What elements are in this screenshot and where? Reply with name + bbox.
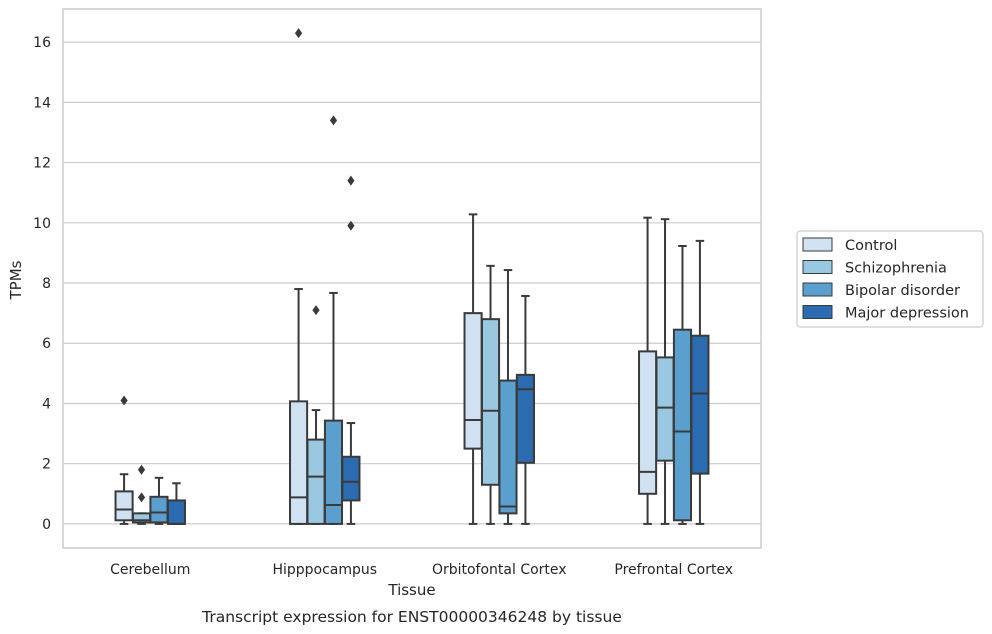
outlier-point <box>294 28 303 39</box>
legend-label: Major depression <box>845 306 969 322</box>
box <box>463 312 483 450</box>
box-bipolar-disorder <box>498 269 518 525</box>
y-tick-label: 14 <box>33 95 51 111</box>
box-major-depression <box>515 294 535 525</box>
box-bipolar-disorder <box>149 476 169 525</box>
outlier-point <box>347 220 355 231</box>
box-schizophrenia <box>480 264 501 525</box>
plot-frame <box>62 8 762 549</box>
legend-swatch <box>802 260 833 274</box>
box-control <box>638 216 658 525</box>
y-tick-label: 10 <box>33 216 51 232</box>
box-schizophrenia <box>131 464 152 525</box>
box <box>672 328 693 522</box>
box <box>114 490 134 522</box>
box-bipolar-disorder <box>672 244 693 525</box>
chart-caption: Transcript expression for ENST0000034624… <box>201 608 622 626</box>
box-schizophrenia <box>655 218 675 525</box>
y-tick-label: 8 <box>42 276 51 292</box>
legend-label: Bipolar disorder <box>845 283 960 299</box>
box-bipolar-disorder <box>323 115 344 525</box>
y-tick-label: 16 <box>33 35 51 51</box>
y-tick-label: 2 <box>42 457 51 473</box>
box-schizophrenia <box>306 305 326 525</box>
box-major-depression <box>166 482 186 525</box>
box <box>341 455 361 502</box>
box-control <box>114 395 134 525</box>
box <box>306 438 326 525</box>
box <box>498 379 518 515</box>
box <box>515 373 535 464</box>
outlier-point <box>329 115 338 126</box>
box <box>149 495 169 524</box>
box-major-depression <box>341 175 361 525</box>
box <box>480 318 501 486</box>
legend-swatch <box>802 305 833 319</box>
y-axis-label: TPMs <box>7 260 25 300</box>
plot-area <box>114 28 710 525</box>
box <box>166 499 186 525</box>
x-tick-label: Prefrontal Cortex <box>614 562 733 578</box>
outlier-point <box>137 492 146 503</box>
box <box>323 419 344 525</box>
box <box>289 400 309 525</box>
box-major-depression <box>690 239 710 525</box>
y-tick-label: 0 <box>42 517 51 533</box>
outlier-point <box>312 305 320 316</box>
grid-lines <box>63 41 761 525</box>
legend-swatch <box>802 237 833 252</box>
box <box>690 334 710 475</box>
legend-frame <box>796 230 984 328</box>
outlier-point <box>347 175 355 186</box>
legend-label: Schizophrenia <box>845 261 947 277</box>
outlier-point <box>137 464 146 475</box>
outlier-point <box>120 395 128 406</box>
legend-label: Control <box>845 238 897 254</box>
x-tick-label: Cerebellum <box>110 562 190 578</box>
y-tick-label: 12 <box>33 156 51 172</box>
y-tick-label: 6 <box>42 336 51 352</box>
x-axis-ticks: Cerebellum Hipppocampus Orbitofontal Corte… <box>110 562 733 578</box>
y-tick-label: 4 <box>42 396 51 412</box>
y-axis-ticks: 0 2 4 6 8 10 12 14 16 <box>33 35 51 533</box>
x-axis-label: Tissue <box>387 581 435 599</box>
legend-swatch <box>802 282 833 297</box>
x-tick-label: Hipppocampus <box>272 562 377 578</box>
box-control <box>463 213 483 525</box>
legend: Control Schizophrenia Bipolar disorder Majo… <box>796 230 984 328</box>
x-tick-label: Orbitofontal Cortex <box>432 562 567 578</box>
box <box>655 356 675 462</box>
